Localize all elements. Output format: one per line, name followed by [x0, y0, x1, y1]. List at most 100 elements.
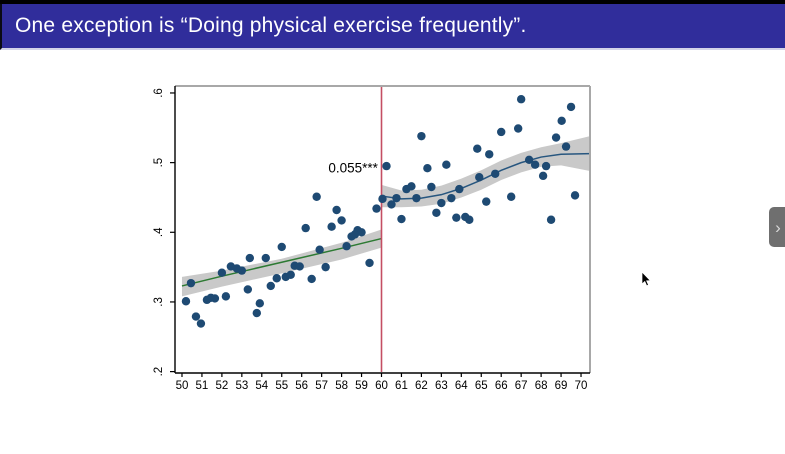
scatter-point	[437, 198, 446, 208]
scatter-point	[372, 204, 381, 213]
scatter-point	[432, 208, 441, 217]
scatter-point	[252, 308, 262, 318]
x-axis-tick-label: 52	[215, 380, 228, 392]
x-axis-tick-label: 64	[455, 380, 468, 392]
scatter-point	[307, 274, 316, 284]
scatter-point	[497, 127, 506, 137]
scatter-point	[261, 253, 270, 263]
scatter-point	[210, 294, 220, 303]
scatter-point	[337, 216, 346, 225]
scatter-point	[541, 161, 551, 171]
next-slide-button[interactable]: ›	[769, 207, 785, 247]
x-axis-tick-label: 63	[435, 380, 448, 392]
scatter-point	[566, 102, 576, 112]
scatter-point	[557, 116, 566, 126]
y-axis-tick-label: .4	[153, 227, 165, 237]
scatter-point	[538, 171, 548, 181]
x-axis-tick-label: 66	[495, 380, 508, 392]
top-black-strip	[0, 0, 785, 4]
y-axis-tick-label: .6	[153, 88, 165, 98]
scatter-point	[392, 193, 401, 203]
scatter-point	[551, 133, 561, 142]
scatter-point	[237, 266, 247, 275]
scatter-point	[442, 160, 451, 169]
scatter-point	[561, 142, 571, 151]
x-axis-tick-label: 55	[275, 380, 288, 392]
y-axis-tick-label: .5	[153, 158, 165, 168]
scatter-point	[570, 191, 580, 200]
scatter-point	[427, 182, 436, 192]
scatter-point	[382, 161, 391, 171]
x-axis-tick-label: 60	[375, 380, 388, 392]
scatter-point	[412, 193, 421, 203]
x-axis-tick-label: 51	[196, 380, 209, 392]
scatter-point	[397, 214, 406, 224]
scatter-point	[491, 169, 500, 178]
scatter-point	[506, 192, 516, 201]
scatter-point	[530, 160, 540, 169]
scatter-point	[191, 312, 201, 321]
scatter-point	[447, 193, 456, 203]
scatter-point	[217, 268, 227, 277]
scatter-point	[513, 124, 523, 133]
y-axis-tick-label: .3	[153, 297, 165, 307]
scatter-point	[255, 299, 264, 308]
scatter-point	[186, 278, 196, 288]
x-axis-tick-label: 69	[555, 380, 568, 392]
scatter-point	[465, 215, 474, 224]
scatter-point	[473, 144, 482, 153]
scatter-point	[327, 222, 336, 231]
scatter-point	[266, 281, 275, 291]
x-axis-tick-label: 53	[235, 380, 248, 392]
scatter-point	[332, 205, 341, 215]
scatter-point	[482, 197, 491, 206]
scatter-point	[546, 215, 556, 224]
scatter-point	[417, 131, 426, 141]
x-axis-tick-label: 58	[335, 380, 348, 392]
slide-title-bar: One exception is “Doing physical exercis…	[0, 4, 785, 50]
x-axis-tick-label: 50	[176, 380, 189, 392]
scatter-point	[312, 192, 321, 201]
y-axis-tick-label: .2	[153, 367, 165, 377]
scatter-point	[475, 173, 484, 182]
scatter-point	[423, 163, 432, 173]
scatter-point	[245, 253, 255, 263]
x-axis-tick-label: 70	[575, 380, 588, 392]
scatter-point	[407, 182, 416, 191]
scatter-point	[196, 319, 206, 328]
scatter-point	[286, 270, 295, 279]
fit-line-pre	[181, 237, 382, 287]
scatter-point	[485, 150, 494, 159]
x-axis-tick-label: 56	[295, 380, 308, 392]
scatter-point	[342, 242, 351, 251]
scatter-point	[272, 274, 281, 283]
scatter-point	[321, 262, 330, 272]
scatter-point	[516, 95, 526, 104]
scatter-point	[387, 200, 396, 209]
chevron-right-icon: ›	[775, 217, 781, 237]
scatter-point	[277, 242, 286, 252]
x-axis-tick-label: 57	[315, 380, 328, 392]
x-axis-tick-label: 62	[415, 380, 428, 392]
scatter-point	[295, 262, 304, 271]
x-axis-tick-label: 54	[255, 380, 268, 392]
slide-title: One exception is “Doing physical exercis…	[15, 14, 527, 37]
x-axis-tick-label: 59	[355, 380, 368, 392]
scatter-point	[181, 297, 191, 306]
scatter-point	[243, 285, 253, 294]
scatter-point	[221, 292, 231, 301]
scatter-point	[301, 223, 310, 233]
scatter-point	[455, 184, 464, 194]
scatter-point	[365, 258, 374, 268]
scatter-point	[315, 245, 324, 254]
x-axis-tick-label: 67	[515, 380, 528, 392]
scatter-point	[452, 213, 461, 222]
jump-estimate-annotation: 0.055***	[328, 161, 378, 176]
scatter-point	[378, 194, 387, 204]
x-axis-tick-label: 65	[475, 380, 488, 392]
x-axis-tick-label: 61	[395, 380, 408, 392]
scatter-point	[357, 228, 366, 237]
x-axis-tick-label: 68	[535, 380, 548, 392]
